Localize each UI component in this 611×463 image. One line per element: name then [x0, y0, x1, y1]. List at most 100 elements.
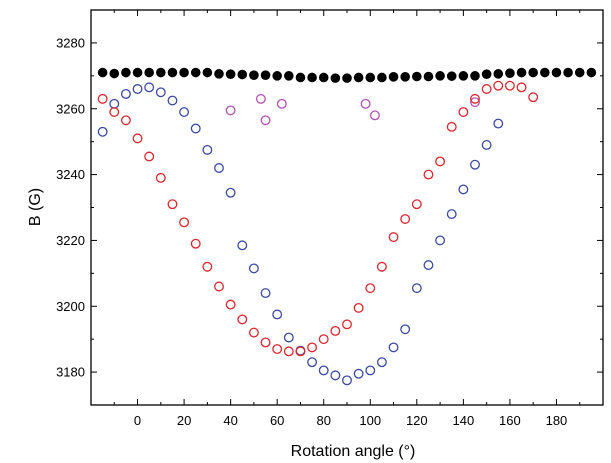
y-tick-label: 3280: [56, 35, 85, 50]
series-0: [97, 67, 597, 83]
data-point: [353, 72, 364, 83]
data-point: [574, 67, 585, 78]
data-point: [388, 232, 399, 243]
data-point: [360, 98, 371, 109]
x-tick-labels: 0 20 40 60 80 100 120 140 160 180: [134, 413, 567, 428]
data-point: [237, 69, 248, 80]
data-point: [369, 110, 380, 121]
data-point: [412, 71, 422, 82]
series-1: [97, 80, 539, 357]
data-point: [400, 72, 410, 82]
data-point: [411, 283, 422, 294]
data-point: [505, 68, 515, 78]
data-point: [493, 80, 504, 91]
data-point: [255, 93, 266, 104]
data-point: [446, 71, 457, 81]
data-point: [470, 159, 480, 170]
data-point: [493, 118, 504, 129]
y-tick-label: 3200: [56, 299, 85, 314]
data-point: [307, 342, 318, 353]
data-point: [365, 72, 376, 83]
data-point: [330, 325, 341, 336]
data-point: [190, 67, 201, 78]
data-point: [400, 214, 411, 224]
data-point: [342, 73, 352, 83]
data-point: [225, 69, 236, 79]
data-point: [423, 169, 434, 180]
y-tick-labels: 3180 3200 3220 3240 3260 3280: [56, 35, 85, 379]
data-point: [248, 327, 259, 338]
y-tick-label: 3240: [56, 167, 85, 182]
data-point: [156, 67, 166, 78]
data-point: [272, 309, 283, 320]
data-point: [225, 299, 236, 310]
data-point: [342, 319, 352, 330]
data-point: [516, 82, 527, 93]
data-point: [237, 240, 248, 251]
data-point: [446, 121, 457, 132]
data-point: [179, 107, 190, 117]
data-point: [97, 93, 108, 104]
y-tick-label: 3260: [56, 101, 85, 116]
x-tick-label: 20: [177, 413, 191, 428]
data-point: [260, 70, 271, 80]
data-point: [109, 98, 120, 109]
data-point: [377, 72, 387, 83]
data-point: [202, 144, 213, 155]
y-tick-label: 3220: [56, 233, 85, 248]
data-point: [307, 72, 317, 83]
data-point: [342, 375, 352, 386]
data-point: [272, 71, 282, 81]
data-point: [435, 71, 445, 81]
x-axis-title: Rotation angle (°): [291, 443, 416, 460]
data-point: [458, 107, 469, 117]
data-point: [528, 92, 539, 103]
data-point: [551, 67, 562, 78]
data-point: [493, 69, 504, 79]
data-point: [190, 238, 201, 249]
data-point: [435, 156, 446, 167]
data-point: [353, 302, 364, 313]
data-point: [167, 199, 178, 210]
data-point: [179, 67, 189, 78]
data-point: [202, 67, 213, 78]
data-point: [132, 67, 143, 78]
data-point: [307, 357, 318, 368]
data-point: [470, 71, 480, 81]
data-point: [283, 332, 294, 343]
data-point: [540, 67, 550, 78]
x-tick-label: 60: [270, 413, 284, 428]
data-point: [225, 187, 236, 198]
data-point: [120, 115, 131, 126]
series-3: [225, 93, 480, 126]
data-point: [330, 370, 341, 381]
series-2: [97, 82, 504, 386]
data-point: [376, 261, 387, 272]
data-point: [400, 324, 411, 335]
x-tick-label: 40: [223, 413, 237, 428]
data-point: [411, 199, 422, 210]
data-point: [318, 72, 329, 83]
data-point: [249, 70, 259, 80]
data-point: [272, 344, 283, 354]
data-point: [458, 71, 469, 81]
x-tick-label: 160: [499, 413, 521, 428]
data-point: [481, 140, 492, 150]
data-point: [167, 95, 178, 106]
data-point: [248, 263, 259, 274]
data-point: [97, 67, 108, 78]
x-tick-label: 180: [546, 413, 568, 428]
data-point: [225, 105, 236, 116]
data-point: [284, 71, 294, 81]
data-point: [365, 283, 376, 294]
data-point: [388, 342, 399, 353]
plot-frame: [90, 9, 604, 406]
data-point: [179, 217, 190, 228]
data-point: [388, 72, 399, 82]
x-tick-label: 140: [453, 413, 475, 428]
data-point: [470, 97, 480, 108]
data-point: [190, 123, 201, 134]
data-points: [97, 67, 597, 386]
data-point: [202, 261, 213, 272]
